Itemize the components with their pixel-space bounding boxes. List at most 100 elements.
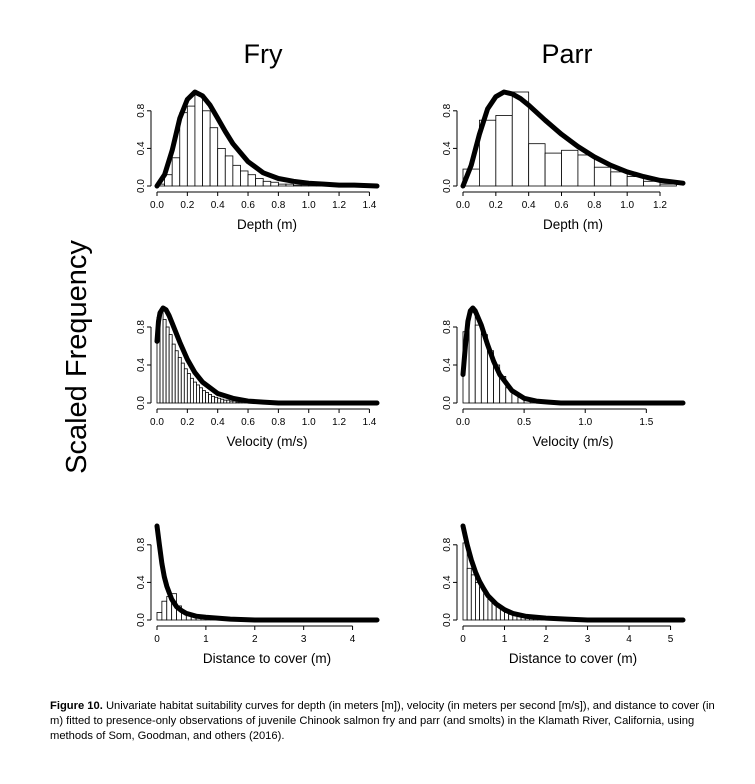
y-tick-label: 0.8: [136, 103, 147, 117]
caption-text: Univariate habitat suitability curves fo…: [50, 700, 715, 742]
y-tick-label: 0.0: [136, 179, 147, 193]
histogram-bar: [226, 399, 231, 404]
histogram-bar: [177, 356, 182, 404]
x-tick-label: 0.8: [271, 200, 285, 211]
x-tick-label: 0.2: [489, 200, 503, 211]
x-tick-label: 0.0: [150, 200, 164, 211]
panel-fry-depth: 0.0 0.2 0.4 0.6 0.8 1.0 1.2 1.4 Depth (m) 0.0 0.4 0…: [136, 89, 380, 232]
figure-canvas: Fry Parr Scaled Frequency 0.0 0.2 0.4 0.6 0.…: [61, 39, 686, 666]
histogram-bar: [217, 397, 222, 404]
histogram-bar: [208, 394, 213, 404]
panel-fry-cover: 0 1 2 3 4 Distance to cover (m) 0.0 0.4 0.8: [136, 523, 380, 666]
x-tick-label: 0.2: [180, 417, 194, 428]
histogram-bar: [168, 334, 173, 404]
histogram-bar: [544, 152, 562, 187]
histogram-bar: [511, 91, 530, 187]
x-tick-label: 3: [301, 634, 307, 645]
x-tick-label: 2: [543, 634, 549, 645]
histogram-bar: [610, 171, 628, 187]
histogram-bar: [293, 184, 302, 187]
x-axis-label: Velocity (m/s): [226, 434, 307, 449]
x-axis-label: Velocity (m/s): [532, 434, 613, 449]
y-tick-label: 0.0: [442, 179, 453, 193]
histogram-bar: [209, 127, 219, 187]
histogram-bar: [232, 400, 237, 404]
panel-parr-velocity: 0.0 0.5 1.0 1.5 Velocity (m/s) 0.0 0.4 0.8: [442, 305, 686, 449]
histogram-bar: [470, 574, 476, 621]
y-tick-label: 0.8: [442, 320, 453, 334]
histogram-bar: [186, 373, 191, 404]
histogram-bar: [211, 395, 216, 404]
x-tick-label: 0.6: [555, 200, 569, 211]
x-tick-label: 1.2: [332, 417, 346, 428]
x-tick-label: 1.0: [578, 417, 592, 428]
histogram-bar: [171, 157, 181, 187]
histogram-bar: [202, 390, 206, 404]
histogram-bar: [223, 399, 228, 404]
x-tick-label: 0.4: [211, 200, 225, 211]
histogram-bar: [462, 542, 468, 621]
histogram-bar: [495, 115, 513, 187]
fitted-curve: [154, 305, 380, 406]
histogram-bar: [277, 183, 287, 187]
x-tick-label: 0.5: [517, 417, 531, 428]
x-tick-label: 0: [460, 634, 466, 645]
y-tick-label: 0.0: [442, 613, 453, 627]
histogram-bar: [262, 180, 272, 187]
histogram-bar: [214, 396, 219, 404]
x-axis-label: Distance to cover (m): [509, 651, 637, 666]
histogram-bar: [285, 183, 294, 187]
histogram-bar: [561, 149, 579, 187]
histogram-bar: [659, 183, 677, 187]
column-title-fry: Fry: [244, 39, 283, 69]
caption-label: Figure 10.: [50, 700, 103, 712]
fitted-curve: [460, 523, 686, 623]
y-tick-label: 0.0: [136, 613, 147, 627]
fitted-curve: [154, 523, 380, 623]
histogram-bar: [199, 387, 203, 404]
histogram-bar: [577, 154, 595, 187]
histogram-bar: [161, 600, 168, 621]
x-tick-label: 2: [252, 634, 258, 645]
histogram-bar: [202, 110, 211, 187]
histogram-bar: [220, 398, 225, 404]
histogram-bar: [205, 392, 209, 404]
histogram-bar: [235, 401, 240, 404]
x-tick-label: 0.0: [150, 417, 164, 428]
histogram-bar: [189, 377, 194, 404]
figure-caption: Figure 10. Univariate habitat suitabilit…: [50, 699, 730, 744]
histogram-bar: [217, 147, 226, 187]
x-tick-label: 4: [350, 634, 356, 645]
histogram-bar: [193, 381, 197, 404]
x-tick-label: 0.4: [522, 200, 536, 211]
x-tick-label: 5: [668, 634, 674, 645]
y-tick-label: 0.8: [136, 320, 147, 334]
histogram-bar: [466, 567, 472, 621]
y-tick-label: 0.8: [442, 537, 453, 551]
y-tick-label: 0.8: [136, 537, 147, 551]
x-tick-label: 1.0: [302, 200, 316, 211]
x-tick-label: 0.0: [456, 417, 470, 428]
y-axis-label: Scaled Frequency: [61, 240, 93, 474]
histogram-bar: [171, 343, 176, 404]
x-tick-label: 0.4: [211, 417, 225, 428]
x-tick-label: 1: [203, 634, 209, 645]
x-tick-label: 0.8: [271, 417, 285, 428]
histogram-bar: [247, 174, 257, 187]
histogram-bar: [183, 368, 188, 404]
fitted-curve: [154, 89, 380, 189]
histogram-bar: [475, 582, 481, 621]
x-tick-label: 1.0: [620, 200, 634, 211]
panel-parr-depth: 0.0 0.2 0.4 0.6 0.8 1.0 1.2 Depth (m) 0.0 0.4 0.8: [442, 89, 686, 232]
histogram-bar: [165, 326, 170, 404]
y-tick-label: 0.4: [136, 358, 147, 372]
histogram-bar: [643, 180, 661, 187]
x-tick-label: 1.4: [362, 200, 376, 211]
x-tick-label: 1.4: [362, 417, 376, 428]
y-tick-label: 0.8: [442, 103, 453, 117]
y-tick-label: 0.4: [136, 575, 147, 589]
histogram-bar: [196, 384, 200, 404]
x-tick-label: 0.8: [587, 200, 601, 211]
